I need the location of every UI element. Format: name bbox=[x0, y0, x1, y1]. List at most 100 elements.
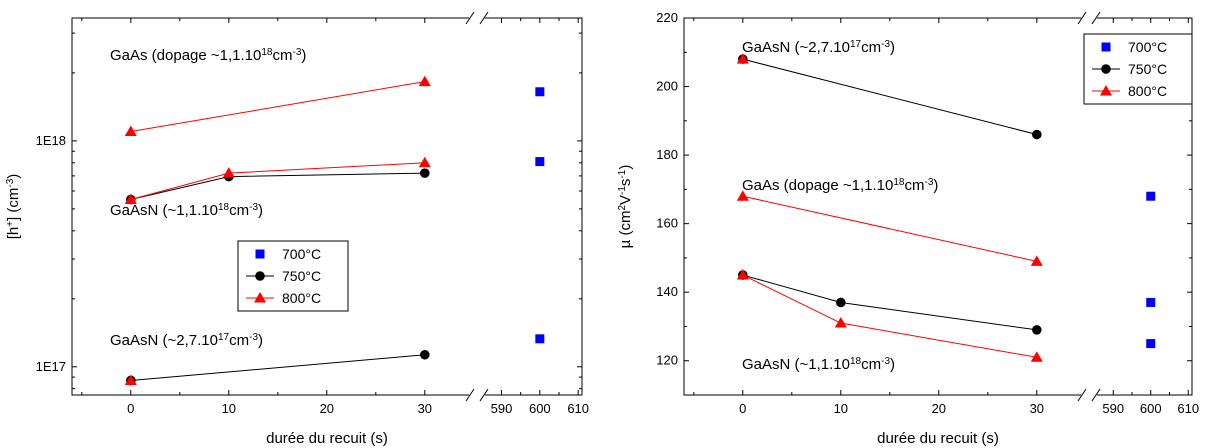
series-line bbox=[130, 172, 425, 201]
data-point-triangle bbox=[124, 125, 137, 137]
data-point-square bbox=[1146, 191, 1156, 201]
data-point-triangle bbox=[834, 317, 847, 328]
legend-marker-triangle bbox=[254, 292, 266, 303]
x-tick-label: 30 bbox=[418, 401, 432, 416]
axis-break-gap-bottom bbox=[469, 392, 485, 398]
data-point-square bbox=[535, 87, 545, 97]
x-tick-label: 600 bbox=[1140, 401, 1162, 416]
annotation-close: ) bbox=[301, 47, 306, 64]
right-chart-mobility: 0 10 20 30 590 600 610 120 140 160 180 200 220 durée … bbox=[617, 10, 1200, 447]
series-3 bbox=[738, 270, 1042, 335]
series-4 bbox=[124, 374, 137, 385]
data-point-triangle bbox=[736, 190, 749, 201]
series-2 bbox=[736, 190, 1043, 266]
y-axis-label: µ (cm2V-1s-1) bbox=[617, 165, 635, 249]
x-tick-label: 30 bbox=[1030, 401, 1044, 416]
x-tick-label: 0 bbox=[127, 401, 134, 416]
annotation-unit: cm bbox=[273, 47, 293, 64]
data-point-triangle bbox=[124, 193, 137, 205]
y-tick-label: 1E17 bbox=[36, 359, 66, 374]
y-axis-label-part: s bbox=[617, 179, 634, 187]
legend-marker-circle bbox=[255, 271, 265, 281]
x-tick-label: 20 bbox=[932, 401, 946, 416]
y-axis-label: [h+] (cm-3) bbox=[5, 174, 23, 240]
y-axis-label-part: ] (cm bbox=[5, 188, 22, 221]
y-axis-label-sup: -3 bbox=[5, 178, 16, 187]
series-line bbox=[130, 81, 425, 133]
legend: 700°C 750°C 800°C bbox=[1083, 33, 1193, 105]
annotation-sup: 18 bbox=[893, 177, 905, 188]
x-tick-label: 20 bbox=[320, 401, 334, 416]
axis-break-mark bbox=[479, 388, 489, 402]
series-0 bbox=[124, 75, 431, 137]
annotation-unit-sup: -3 bbox=[881, 39, 890, 50]
legend: 700°C 750°C 800°C bbox=[237, 240, 349, 312]
data-point-triangle bbox=[736, 269, 749, 280]
annotation-text: GaAsN (~2,7.10 bbox=[742, 39, 850, 56]
y-tick-label: 1E18 bbox=[36, 133, 66, 148]
annotation-unit: cm bbox=[229, 332, 249, 349]
y-tick-label: 140 bbox=[656, 284, 678, 299]
y-tick-label: 220 bbox=[656, 10, 678, 25]
axis-break-mark bbox=[1077, 11, 1087, 25]
data-point-triangle bbox=[418, 75, 431, 87]
annotation-unit: cm bbox=[861, 356, 881, 373]
annotation-unit-sup: -3 bbox=[293, 47, 302, 58]
x-tick-label: 610 bbox=[567, 401, 589, 416]
x-tick-label: 600 bbox=[529, 401, 551, 416]
axis-break-gap-top bbox=[469, 15, 485, 21]
y-axis-label-part: µ (cm bbox=[617, 211, 634, 249]
data-point-circle bbox=[1032, 129, 1042, 140]
series-2 bbox=[124, 156, 431, 205]
legend-marker-square bbox=[255, 249, 265, 259]
annotation-text: GaAsN (~1,1.10 bbox=[742, 356, 850, 373]
y-axis-label-sup: -1 bbox=[617, 186, 628, 195]
y-tick-label: 160 bbox=[656, 216, 678, 231]
axis-break-mark bbox=[1091, 11, 1101, 25]
y-axis-label-part: ) bbox=[5, 174, 22, 179]
data-point-square bbox=[1146, 297, 1156, 307]
series-line bbox=[742, 274, 1037, 331]
data-point-circle bbox=[420, 349, 430, 360]
annotation-close: ) bbox=[890, 39, 895, 56]
axis-break-gap-bottom bbox=[1081, 392, 1097, 398]
axis-break-mark bbox=[1077, 388, 1087, 402]
x-tick-label: 610 bbox=[1177, 401, 1199, 416]
annotation-label: GaAsN (~1,1.1018cm-3) bbox=[742, 356, 895, 374]
annotation-close: ) bbox=[890, 356, 895, 373]
annotation-unit-sup: -3 bbox=[881, 356, 890, 367]
annotation-close: ) bbox=[933, 177, 938, 194]
series-5 bbox=[535, 87, 545, 344]
series-1 bbox=[736, 53, 749, 64]
annotation-sup: 18 bbox=[850, 356, 862, 367]
data-point-circle bbox=[420, 168, 430, 178]
data-point-circle bbox=[836, 297, 846, 308]
x-tick-label: 10 bbox=[222, 401, 236, 416]
x-axis-label: durée du recuit (s) bbox=[266, 430, 388, 447]
data-point-square bbox=[535, 334, 545, 344]
y-tick-label: 200 bbox=[656, 79, 678, 94]
series-line bbox=[130, 162, 425, 201]
axis-break-mark bbox=[479, 11, 489, 25]
annotation-close: ) bbox=[258, 332, 263, 349]
legend-label: 700°C bbox=[1128, 39, 1167, 55]
x-tick-label: 590 bbox=[491, 401, 513, 416]
axis-break-gap-top bbox=[1081, 15, 1097, 21]
y-axis-label-sup: 2 bbox=[617, 205, 628, 211]
annotation-text: GaAsN (~1,1.10 bbox=[110, 202, 218, 219]
axis-break-mark bbox=[465, 388, 475, 402]
y-axis-label-part: [h bbox=[5, 227, 22, 240]
y-axis-label-sup: -1 bbox=[617, 169, 628, 178]
annotation-sup: 17 bbox=[218, 332, 230, 343]
y-axis-label-part: V bbox=[617, 195, 634, 205]
annotation-label: GaAsN (~2,7.1017cm-3) bbox=[110, 332, 263, 350]
annotation-label: GaAs (dopage ~1,1.1018cm-3) bbox=[110, 47, 306, 65]
data-point-triangle bbox=[1030, 255, 1043, 266]
annotation-text: GaAs (dopage ~1,1.10 bbox=[110, 47, 261, 64]
data-point-square bbox=[535, 157, 545, 167]
x-axis-label: durée du recuit (s) bbox=[877, 430, 999, 447]
plot-frame bbox=[683, 17, 1193, 396]
annotation-label: GaAs (dopage ~1,1.1018cm-3) bbox=[742, 177, 938, 195]
legend-label: 750°C bbox=[1128, 61, 1167, 77]
